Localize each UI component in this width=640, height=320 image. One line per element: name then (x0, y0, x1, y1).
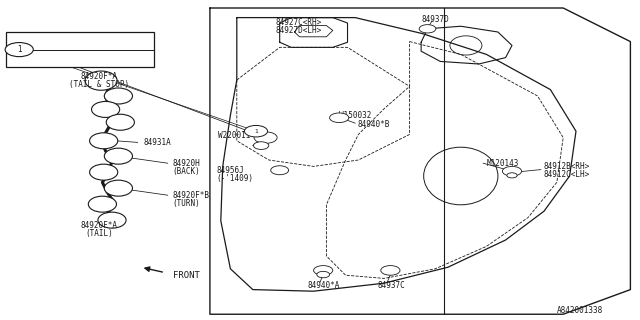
Ellipse shape (104, 148, 132, 164)
Text: 84920F*A: 84920F*A (81, 221, 118, 230)
Circle shape (254, 132, 277, 143)
Ellipse shape (424, 147, 498, 205)
Circle shape (271, 166, 289, 175)
Text: FRONT: FRONT (173, 271, 200, 280)
Text: (TAIL & STOP): (TAIL & STOP) (69, 80, 129, 89)
Text: A842001338: A842001338 (557, 306, 603, 315)
Circle shape (502, 166, 522, 176)
Ellipse shape (92, 101, 120, 117)
Circle shape (419, 25, 436, 33)
Text: 84931A: 84931A (144, 138, 172, 147)
Ellipse shape (106, 114, 134, 130)
Text: (TURN): (TURN) (173, 199, 200, 208)
Text: 84940*A: 84940*A (307, 281, 340, 290)
Text: 84927D<LH>: 84927D<LH> (275, 26, 321, 35)
Text: 84937D: 84937D (421, 15, 449, 24)
Circle shape (244, 125, 268, 137)
Text: 84912B<RH>: 84912B<RH> (544, 162, 590, 171)
Ellipse shape (104, 88, 132, 104)
Circle shape (330, 113, 349, 123)
Text: 84912C<LH>: 84912C<LH> (544, 170, 590, 179)
Circle shape (381, 266, 400, 275)
Text: W150032: W150032 (339, 111, 372, 120)
Text: 84920H: 84920H (173, 159, 200, 168)
Text: W220011: W220011 (218, 131, 250, 140)
Circle shape (317, 271, 330, 278)
Text: W220004(-'16.04): W220004(-'16.04) (35, 37, 113, 46)
Circle shape (507, 173, 517, 178)
Text: 84956J: 84956J (216, 166, 244, 175)
Ellipse shape (450, 36, 482, 55)
Ellipse shape (90, 164, 118, 180)
Circle shape (314, 266, 333, 275)
Ellipse shape (90, 133, 118, 149)
Text: 84927C<RH>: 84927C<RH> (275, 18, 321, 27)
Text: 1: 1 (17, 45, 22, 54)
Ellipse shape (88, 196, 116, 212)
Text: W220013('16.04->): W220013('16.04->) (35, 53, 118, 62)
Circle shape (5, 43, 33, 57)
Text: M120143: M120143 (486, 159, 519, 168)
Ellipse shape (98, 212, 126, 228)
Text: 1: 1 (254, 129, 258, 134)
Ellipse shape (104, 180, 132, 196)
Circle shape (253, 142, 269, 149)
Text: 84937C: 84937C (378, 281, 405, 290)
Text: (TAIL): (TAIL) (85, 229, 113, 238)
Bar (6, 32, 154, 67)
Text: (-'1409): (-'1409) (216, 174, 253, 183)
Text: 84920F*B: 84920F*B (173, 191, 210, 200)
Text: (BACK): (BACK) (173, 167, 200, 176)
Ellipse shape (85, 71, 117, 90)
Text: 84920F*A: 84920F*A (81, 72, 118, 81)
Text: 84940*B: 84940*B (357, 120, 390, 129)
